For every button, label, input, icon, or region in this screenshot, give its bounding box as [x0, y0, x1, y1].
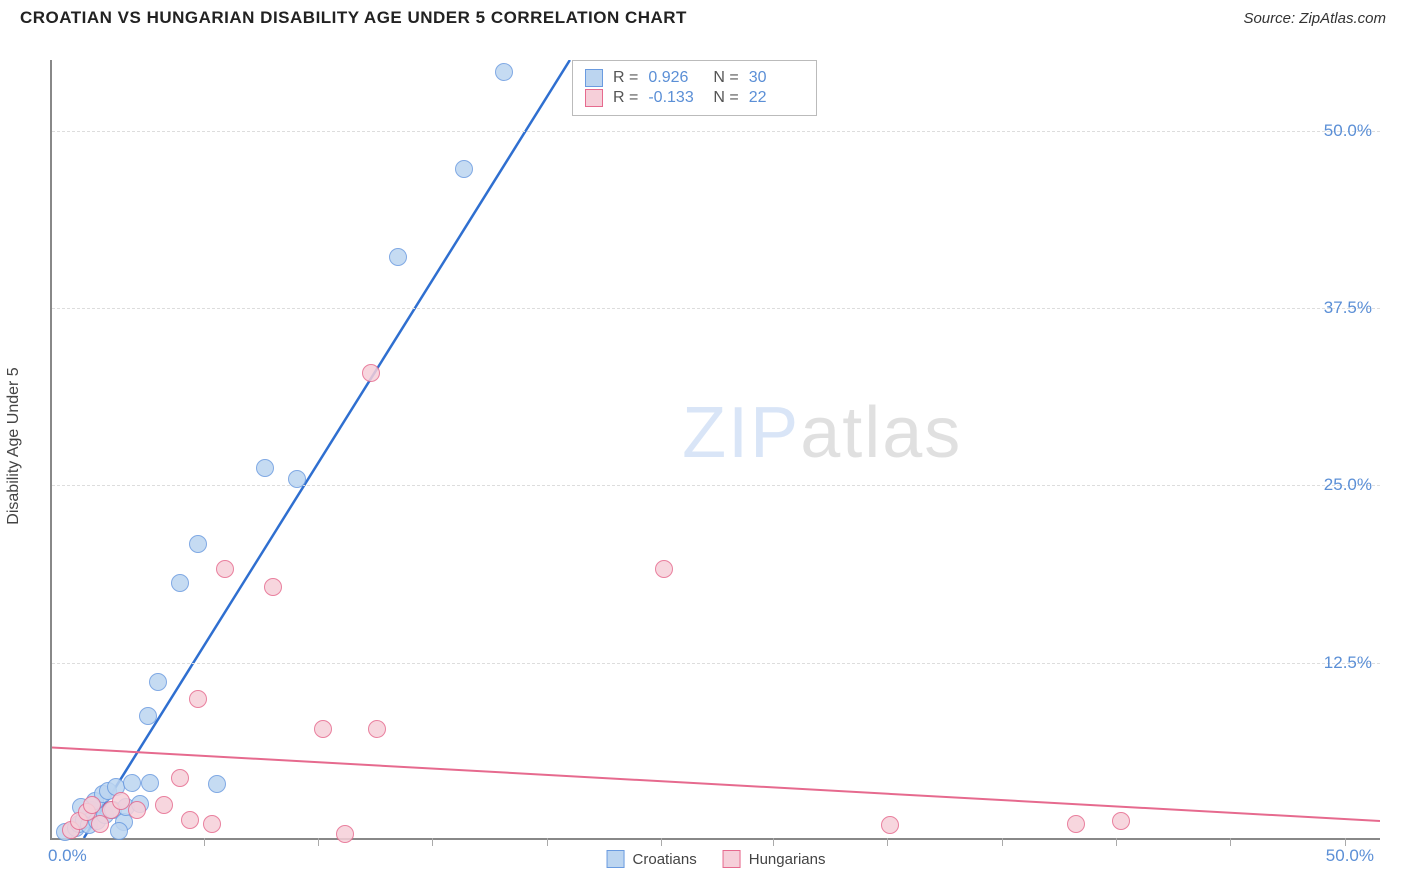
data-point [314, 720, 332, 738]
watermark: ZIPatlas [682, 392, 962, 474]
chart-title: CROATIAN VS HUNGARIAN DISABILITY AGE UND… [20, 8, 687, 28]
data-point [495, 63, 513, 81]
x-tick-mark [1345, 838, 1346, 846]
data-point [181, 811, 199, 829]
gridline [52, 485, 1380, 486]
stat-r-label: R = [613, 69, 638, 87]
data-point [110, 822, 128, 840]
data-point [139, 707, 157, 725]
x-tick-mark [1230, 838, 1231, 846]
watermark-atlas: atlas [800, 393, 962, 473]
data-point [256, 459, 274, 477]
stat-r-hungarians: -0.133 [648, 89, 703, 107]
data-point [171, 769, 189, 787]
y-tick-label: 37.5% [1324, 298, 1372, 318]
legend-item: Hungarians [723, 850, 826, 868]
stat-r-label: R = [613, 89, 638, 107]
x-tick-mark [204, 838, 205, 846]
trend-lines-layer [52, 60, 1380, 838]
x-tick-mark [1002, 838, 1003, 846]
data-point [881, 816, 899, 834]
data-point [336, 825, 354, 843]
stat-n-croatians: 30 [749, 69, 804, 87]
data-point [264, 578, 282, 596]
watermark-zip: ZIP [682, 393, 800, 473]
gridline [52, 663, 1380, 664]
x-tick-mark [432, 838, 433, 846]
legend-label: Croatians [633, 851, 697, 868]
x-tick-mark [1116, 838, 1117, 846]
gridline [52, 308, 1380, 309]
stat-n-label: N = [713, 69, 738, 87]
x-tick-mark [773, 838, 774, 846]
stat-n-label: N = [713, 89, 738, 107]
data-point [128, 801, 146, 819]
data-point [171, 574, 189, 592]
data-point [368, 720, 386, 738]
y-tick-label: 12.5% [1324, 653, 1372, 673]
gridline [52, 131, 1380, 132]
swatch-croatians [585, 69, 603, 87]
data-point [203, 815, 221, 833]
source-label: Source: ZipAtlas.com [1243, 10, 1386, 27]
legend-label: Hungarians [749, 851, 826, 868]
trend-line [52, 747, 1380, 821]
stat-n-hungarians: 22 [749, 89, 804, 107]
stats-box: R = 0.926 N = 30 R = -0.133 N = 22 [572, 60, 817, 116]
data-point [1067, 815, 1085, 833]
data-point [141, 774, 159, 792]
legend-swatch [723, 850, 741, 868]
y-tick-label: 50.0% [1324, 121, 1372, 141]
stats-row-croatians: R = 0.926 N = 30 [585, 69, 804, 87]
data-point [362, 364, 380, 382]
data-point [189, 535, 207, 553]
data-point [83, 796, 101, 814]
data-point [208, 775, 226, 793]
data-point [389, 248, 407, 266]
y-axis-label: Disability Age Under 5 [5, 367, 23, 524]
x-tick-mark [887, 838, 888, 846]
data-point [155, 796, 173, 814]
data-point [288, 470, 306, 488]
swatch-hungarians [585, 89, 603, 107]
data-point [1112, 812, 1130, 830]
x-axis-start-label: 0.0% [48, 846, 87, 866]
data-point [455, 160, 473, 178]
y-tick-label: 25.0% [1324, 475, 1372, 495]
x-tick-mark [661, 838, 662, 846]
data-point [123, 774, 141, 792]
x-tick-mark [318, 838, 319, 846]
data-point [216, 560, 234, 578]
chart-plot-area: ZIPatlas R = 0.926 N = 30 R = -0.133 N =… [50, 60, 1380, 840]
stats-row-hungarians: R = -0.133 N = 22 [585, 89, 804, 107]
x-tick-mark [547, 838, 548, 846]
legend-swatch [607, 850, 625, 868]
data-point [655, 560, 673, 578]
data-point [189, 690, 207, 708]
legend-item: Croatians [607, 850, 697, 868]
stat-r-croatians: 0.926 [648, 69, 703, 87]
x-axis-end-label: 50.0% [1326, 846, 1374, 866]
data-point [149, 673, 167, 691]
legend: Croatians Hungarians [607, 850, 826, 868]
